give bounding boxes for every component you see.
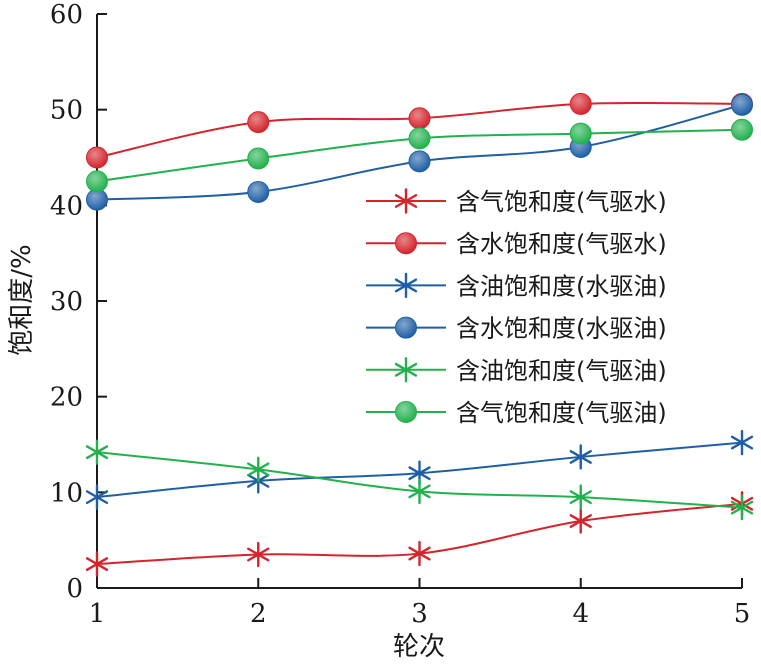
y-tick-label: 50 (50, 96, 83, 126)
legend-marker (394, 272, 418, 299)
legend-marker (394, 357, 418, 383)
legend-marker (395, 401, 417, 423)
data-point (408, 540, 431, 567)
legend-item-5: 含油饱和度(气驱油) (366, 357, 667, 385)
legend-item-4: 含水饱和度(水驱油) (366, 315, 667, 343)
y-tick-label: 20 (50, 383, 83, 413)
data-point (408, 107, 431, 130)
legend-marker (395, 316, 417, 339)
data-point (247, 541, 270, 568)
series-lines (85, 92, 754, 577)
asterisk-stroke (730, 435, 754, 450)
asterisk-stroke (85, 445, 109, 460)
data-point (569, 508, 592, 534)
asterisk-stroke (408, 546, 431, 561)
series-1 (85, 491, 754, 577)
data-point (408, 150, 431, 173)
data-point (247, 147, 270, 170)
x-tick-label: 3 (411, 599, 428, 629)
asterisk-stroke (730, 500, 754, 515)
legend-label: 含水饱和度(水驱油) (456, 315, 667, 343)
legend-label: 含水饱和度(气驱水) (456, 230, 667, 258)
legend-marker (394, 188, 418, 214)
data-point (85, 484, 109, 510)
y-tick-label: 30 (50, 287, 83, 317)
data-point (85, 551, 109, 577)
data-point (731, 118, 753, 141)
data-point (247, 180, 270, 203)
data-point (730, 429, 754, 456)
data-point (569, 122, 592, 145)
x-tick-label: 1 (89, 599, 106, 629)
x-tick-label: 5 (734, 599, 751, 629)
legend-marker (395, 232, 417, 255)
series-5 (85, 439, 754, 521)
asterisk-stroke (85, 557, 109, 572)
data-point (569, 92, 592, 115)
asterisk-stroke (569, 514, 592, 528)
asterisk-stroke (408, 466, 431, 481)
asterisk-stroke (569, 449, 592, 464)
data-point (730, 494, 754, 521)
legend: 含气饱和度(气驱水) 含水饱和度(气驱水) 含油饱和度(水驱油) 含水饱和度(水驱油)… (366, 188, 667, 427)
data-point (408, 127, 431, 150)
legend-label: 含气饱和度(气驱油) (456, 399, 667, 427)
y-tick-label: 10 (50, 478, 83, 508)
data-point (569, 484, 592, 510)
asterisk-stroke (247, 462, 270, 477)
data-point (85, 439, 109, 465)
y-tick-label: 40 (50, 191, 83, 221)
data-point (569, 444, 592, 470)
asterisk-stroke (247, 547, 270, 562)
asterisk-stroke (408, 484, 431, 499)
x-axis-label: 轮次 (393, 632, 445, 662)
data-point (247, 111, 270, 134)
y-axis-label: 饱和度/% (7, 244, 37, 355)
legend-label: 含气饱和度(气驱水) (456, 188, 667, 216)
asterisk-stroke (394, 278, 418, 293)
legend-item-1: 含气饱和度(气驱水) (366, 188, 667, 216)
series-6 (86, 118, 753, 193)
y-tick-label: 60 (50, 0, 83, 30)
data-point (731, 93, 753, 116)
legend-item-3: 含油饱和度(水驱油) (366, 272, 667, 300)
legend-label: 含油饱和度(水驱油) (456, 272, 667, 300)
data-point (408, 478, 431, 505)
asterisk-stroke (569, 490, 592, 505)
data-point (247, 456, 270, 483)
x-tick-label: 2 (250, 599, 267, 629)
legend-item-2: 含水饱和度(气驱水) (366, 230, 667, 258)
asterisk-stroke (85, 490, 109, 505)
series-3 (85, 429, 754, 510)
data-point (86, 170, 108, 193)
asterisk-stroke (394, 362, 418, 377)
asterisk-stroke (394, 194, 418, 208)
x-tick-label: 4 (572, 599, 589, 629)
axes: 0 10 20 30 40 50 60 1 2 3 4 5 (50, 0, 750, 629)
legend-item-6: 含气饱和度(气驱油) (366, 399, 667, 427)
data-point (86, 146, 108, 169)
y-tick-label: 0 (66, 574, 83, 604)
legend-label: 含油饱和度(气驱油) (456, 357, 667, 385)
